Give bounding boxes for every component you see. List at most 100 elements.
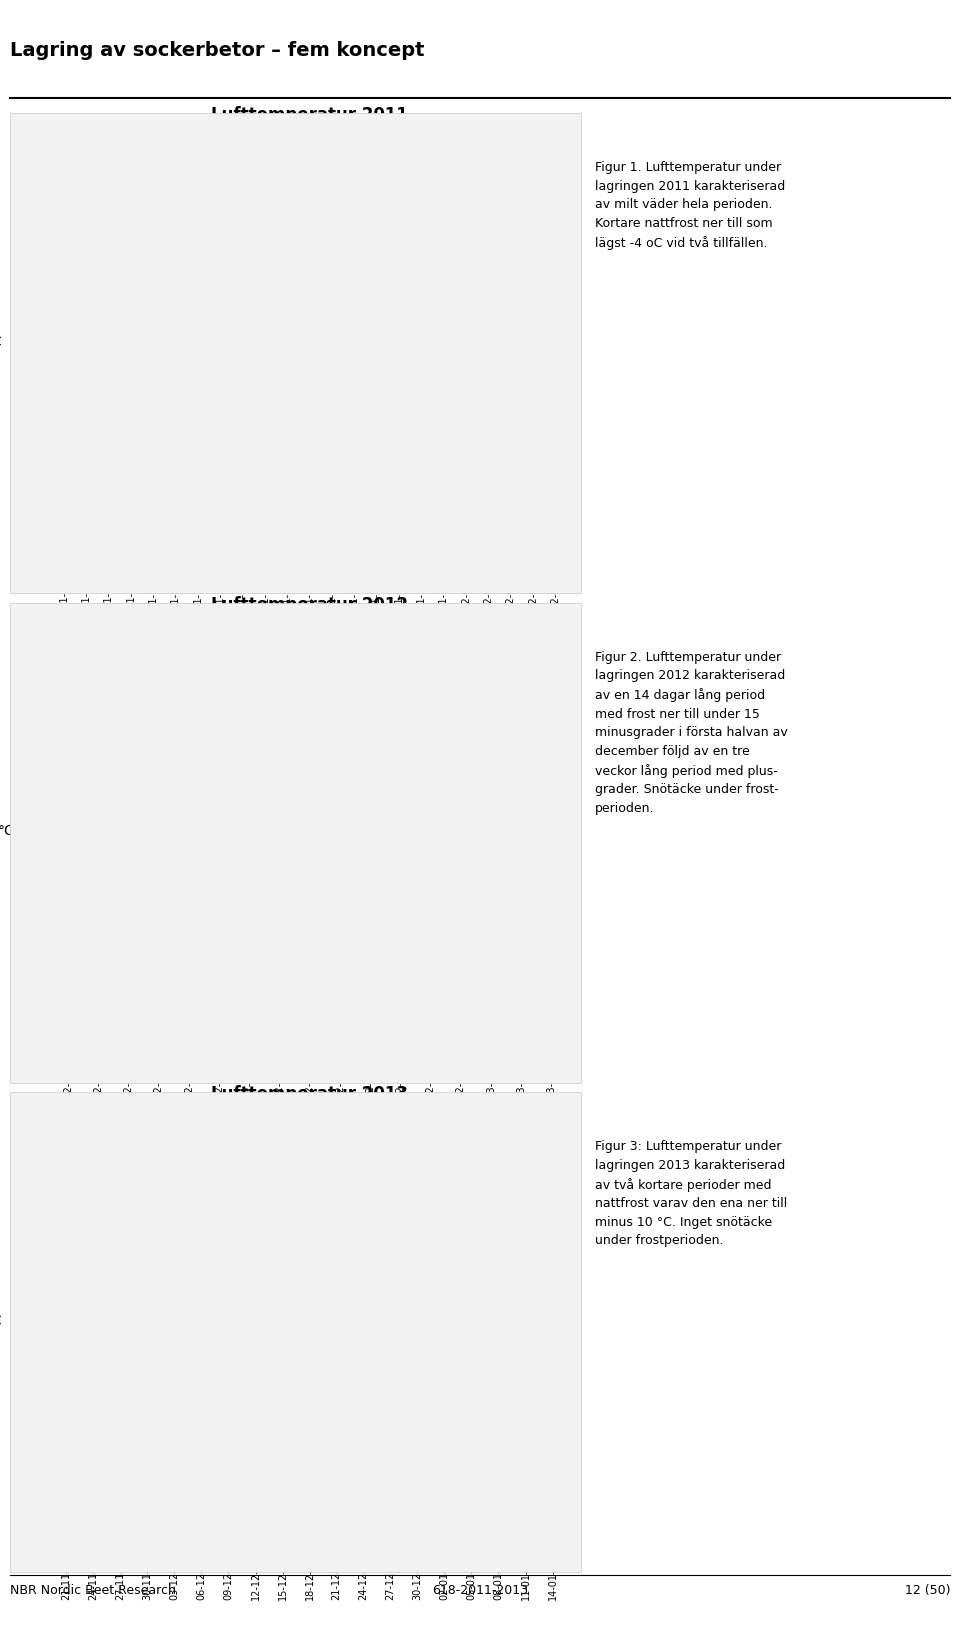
min	[148, 272, 159, 292]
max	[304, 205, 316, 225]
min	[483, 272, 494, 292]
Line: min: min	[68, 691, 551, 1017]
min	[303, 1008, 315, 1027]
Title: Lufttemperatur 2013: Lufttemperatur 2013	[211, 1085, 408, 1103]
max	[460, 185, 471, 205]
Max	[142, 1211, 154, 1231]
Y-axis label: °C: °C	[0, 824, 14, 839]
max	[505, 166, 516, 185]
min	[394, 245, 405, 264]
Max	[276, 1198, 288, 1218]
Text: NBR Nordic Beet Research: NBR Nordic Beet Research	[10, 1584, 176, 1597]
min	[364, 742, 375, 761]
min	[424, 807, 436, 827]
min	[334, 768, 346, 788]
Max	[250, 1211, 261, 1231]
min	[153, 681, 164, 701]
max	[371, 231, 382, 251]
Min	[547, 1331, 559, 1351]
Max	[169, 1191, 180, 1211]
min	[485, 781, 496, 801]
Max	[114, 1198, 126, 1218]
Min	[196, 1237, 207, 1257]
max	[364, 729, 375, 748]
max	[59, 159, 70, 179]
Max	[223, 1272, 234, 1291]
Min	[331, 1224, 343, 1244]
max	[438, 245, 449, 264]
min	[103, 305, 114, 325]
Max	[303, 1211, 315, 1231]
Min	[439, 1191, 450, 1211]
Min	[493, 1198, 505, 1218]
max	[348, 225, 360, 245]
min	[505, 179, 516, 199]
max	[395, 761, 406, 781]
Legend: min, max: min, max	[358, 988, 437, 1029]
Min	[358, 1224, 370, 1244]
Min	[466, 1185, 477, 1204]
Max	[547, 1231, 559, 1250]
max	[123, 661, 134, 681]
min	[326, 266, 338, 286]
Min	[142, 1244, 154, 1264]
Max	[331, 1191, 343, 1211]
Line: Max: Max	[66, 1168, 553, 1282]
min	[438, 266, 449, 286]
Title: Lufttemperatur 2011: Lufttemperatur 2011	[211, 107, 408, 125]
min	[304, 259, 316, 279]
Text: 12 (50): 12 (50)	[905, 1584, 950, 1597]
max	[416, 231, 427, 251]
max	[485, 765, 496, 784]
Min	[412, 1198, 423, 1218]
Max	[520, 1244, 532, 1264]
Text: Lagring av sockerbetor – fem koncept: Lagring av sockerbetor – fem koncept	[10, 41, 424, 61]
max	[259, 179, 271, 199]
max	[549, 159, 561, 179]
min	[527, 325, 539, 345]
Y-axis label: °C: °C	[0, 335, 3, 348]
min	[281, 253, 293, 272]
min	[59, 212, 70, 231]
max	[303, 775, 315, 794]
Max	[493, 1172, 505, 1191]
min	[213, 835, 225, 855]
Min	[276, 1237, 288, 1257]
max	[334, 735, 346, 755]
Min	[520, 1272, 532, 1291]
Text: Figur 3: Lufttemperatur under
lagringen 2013 karakteriserad
av två kortare perio: Figur 3: Lufttemperatur under lagringen …	[595, 1140, 787, 1247]
Max	[412, 1172, 423, 1191]
Min	[60, 1204, 72, 1224]
min	[549, 231, 561, 251]
Text: Figur 1. Lufttemperatur under
lagringen 2011 karakteriserad
av milt väder hela p: Figur 1. Lufttemperatur under lagringen …	[595, 161, 785, 249]
max	[183, 794, 195, 814]
min	[516, 788, 527, 807]
min	[123, 694, 134, 714]
max	[527, 266, 539, 286]
Legend: Min, Max: Min, Max	[360, 1477, 437, 1520]
min	[92, 715, 104, 735]
Min	[303, 1257, 315, 1277]
Min	[87, 1211, 99, 1231]
min	[274, 835, 285, 855]
Max	[358, 1191, 370, 1211]
min	[81, 253, 92, 272]
min	[395, 781, 406, 801]
max	[455, 681, 467, 701]
Line: min: min	[64, 189, 555, 335]
Min	[169, 1224, 180, 1244]
max	[148, 212, 159, 231]
max	[170, 192, 181, 212]
Min	[250, 1311, 261, 1331]
max	[516, 755, 527, 775]
Max	[87, 1191, 99, 1211]
min	[170, 259, 181, 279]
max	[192, 179, 204, 199]
max	[483, 159, 494, 179]
max	[326, 212, 338, 231]
max	[103, 218, 114, 238]
min	[125, 299, 136, 318]
Text: 618-2011-2013: 618-2011-2013	[432, 1584, 528, 1597]
max	[545, 729, 557, 748]
min	[460, 281, 471, 300]
